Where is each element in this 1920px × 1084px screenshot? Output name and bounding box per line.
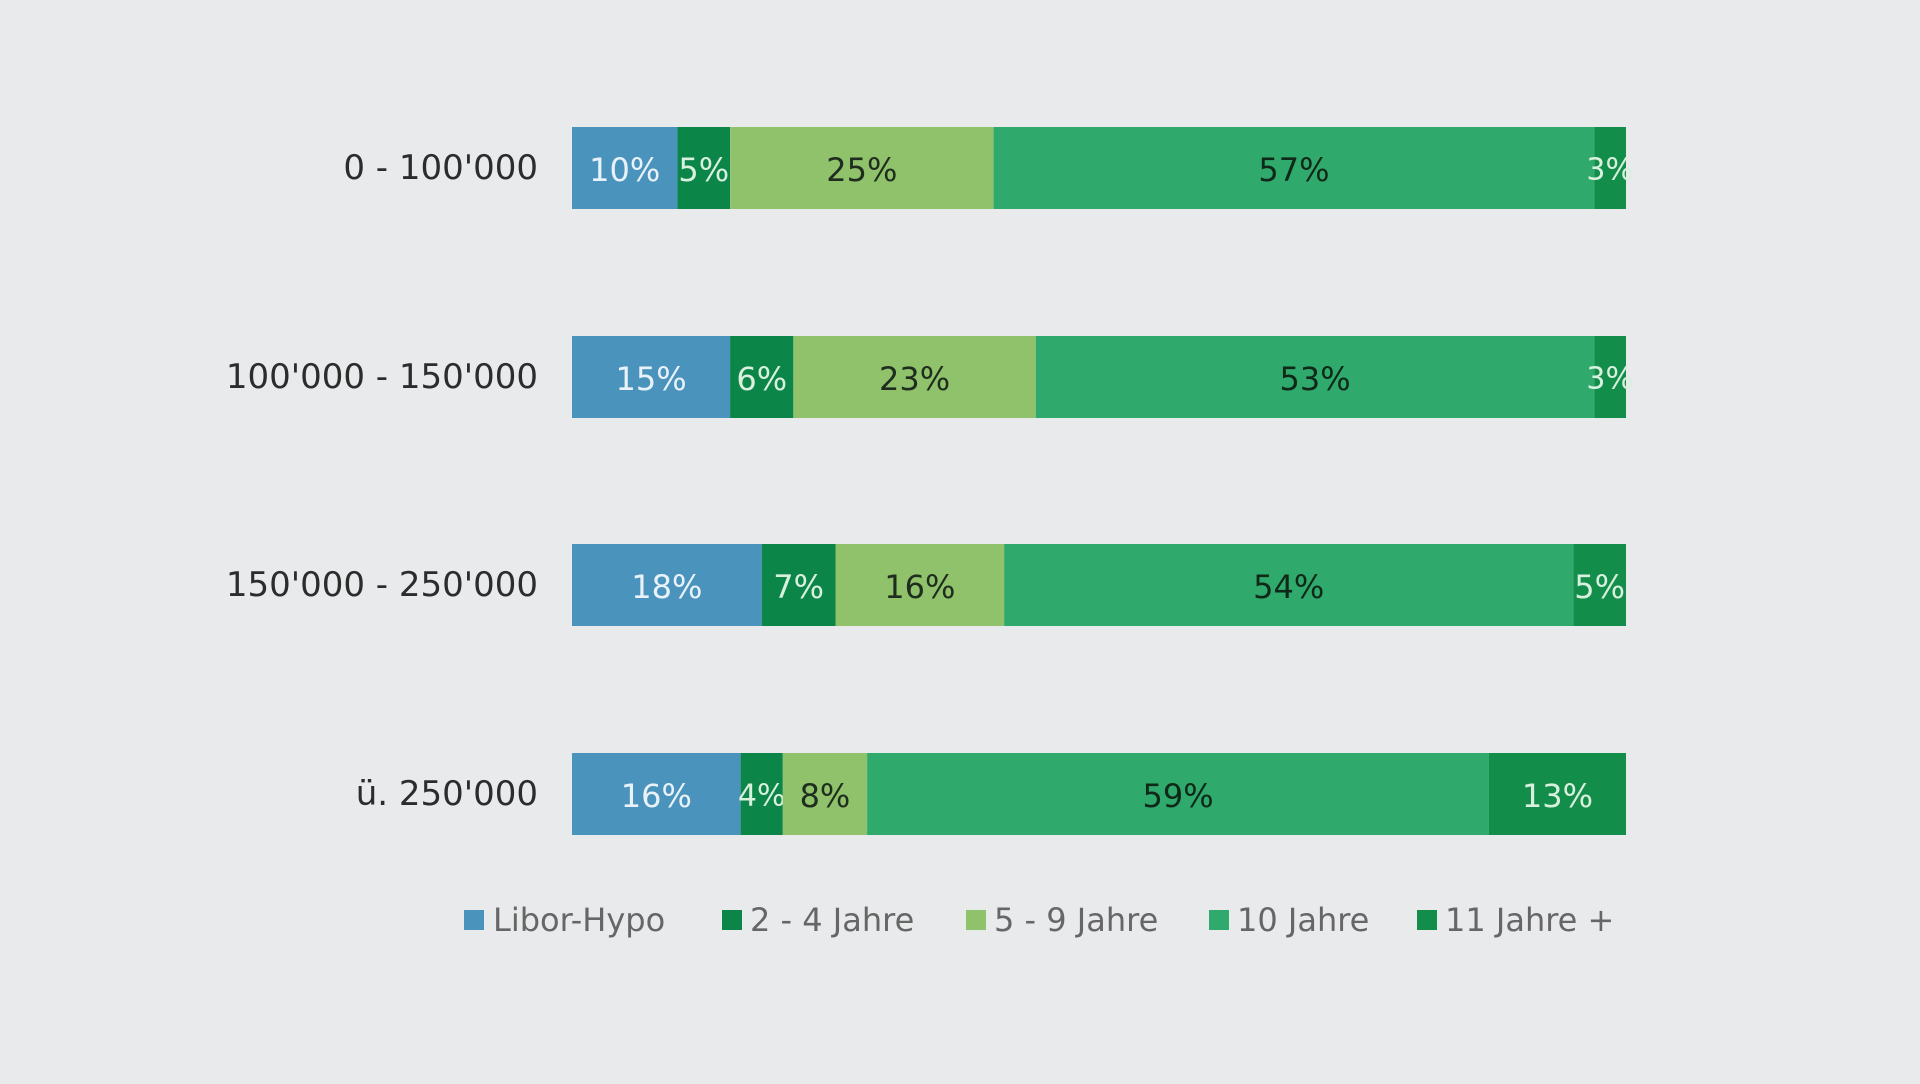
legend-label: Libor-Hypo bbox=[493, 901, 665, 939]
bar-segment-10-jahre bbox=[993, 127, 1595, 209]
data-label: 54% bbox=[1253, 568, 1324, 606]
legend-swatch-2-4-jahre bbox=[722, 910, 742, 930]
bar-segment-5-9-jahre bbox=[730, 127, 994, 209]
data-label: 10% bbox=[589, 151, 660, 189]
bar-segment-10-jahre bbox=[1035, 336, 1595, 418]
data-label: 13% bbox=[1522, 777, 1593, 815]
data-label: 4% bbox=[738, 779, 786, 814]
legend-label: 2 - 4 Jahre bbox=[750, 901, 914, 939]
bar-segment-5-9-jahre bbox=[793, 336, 1036, 418]
data-label: 57% bbox=[1258, 151, 1329, 189]
data-label: 18% bbox=[631, 568, 702, 606]
category-label: ü. 250'000 bbox=[356, 774, 538, 814]
bar-segment-5-9-jahre bbox=[835, 544, 1005, 626]
data-label: 15% bbox=[615, 360, 686, 398]
category-label: 150'000 - 250'000 bbox=[226, 565, 538, 605]
bar-segment-10-jahre bbox=[1004, 544, 1574, 626]
bar-segment-libor-hypo bbox=[572, 544, 762, 626]
data-label: 53% bbox=[1280, 360, 1351, 398]
data-label: 7% bbox=[773, 568, 824, 606]
bar-segment-libor-hypo bbox=[572, 753, 741, 835]
data-label: 59% bbox=[1142, 777, 1213, 815]
bar-segment-11-jahre bbox=[1488, 753, 1626, 835]
category-label: 100'000 - 150'000 bbox=[226, 357, 538, 397]
bar-segment-libor-hypo bbox=[572, 127, 678, 209]
legend-label: 11 Jahre + bbox=[1445, 901, 1614, 939]
bar-segment-2-4-jahre bbox=[761, 544, 836, 626]
data-label: 5% bbox=[1574, 568, 1625, 606]
data-label: 8% bbox=[800, 777, 851, 815]
bar-segment-11-jahre bbox=[1594, 336, 1626, 418]
bar-segment-11-jahre bbox=[1573, 544, 1626, 626]
data-label: 25% bbox=[826, 151, 897, 189]
bar-segment-5-9-jahre bbox=[782, 753, 868, 835]
category-label: 0 - 100'000 bbox=[343, 148, 538, 188]
legend-swatch-libor-hypo bbox=[464, 910, 484, 930]
legend-swatch-5-9-jahre bbox=[966, 910, 986, 930]
data-label: 3% bbox=[1586, 362, 1634, 397]
legend-label: 10 Jahre bbox=[1237, 901, 1369, 939]
data-label: 5% bbox=[678, 151, 729, 189]
data-label: 16% bbox=[884, 568, 955, 606]
legend-label: 5 - 9 Jahre bbox=[994, 901, 1158, 939]
legend-swatch-10-jahre bbox=[1209, 910, 1229, 930]
data-label: 23% bbox=[879, 360, 950, 398]
legend-swatch-11-jahre bbox=[1417, 910, 1437, 930]
bar-segment-2-4-jahre bbox=[740, 753, 783, 835]
bar-segment-2-4-jahre bbox=[677, 127, 731, 209]
bar-segment-11-jahre bbox=[1594, 127, 1626, 209]
data-label: 3% bbox=[1586, 153, 1634, 188]
data-label: 16% bbox=[621, 777, 692, 815]
bar-segment-libor-hypo bbox=[572, 336, 731, 418]
bar-segment-2-4-jahre bbox=[730, 336, 794, 418]
data-label: 6% bbox=[736, 360, 787, 398]
bar-segment-10-jahre bbox=[867, 753, 1489, 835]
